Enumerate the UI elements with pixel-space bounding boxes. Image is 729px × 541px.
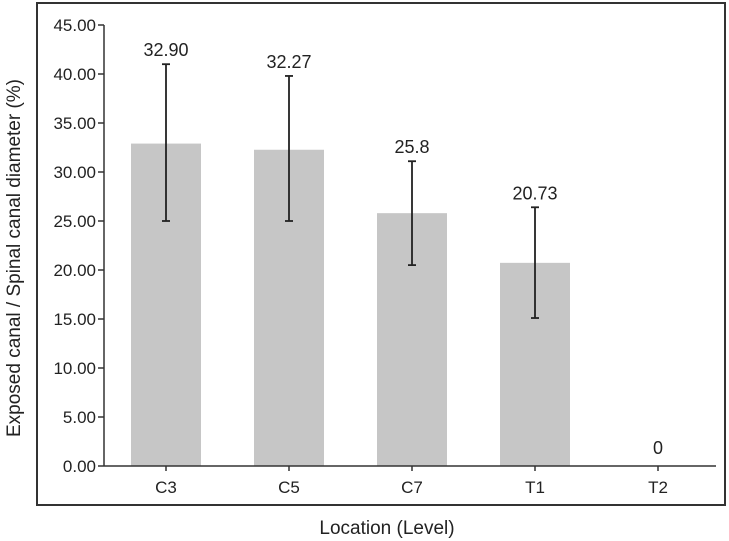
data-label: 20.73 — [512, 183, 557, 203]
y-tick-label: 5.00 — [63, 408, 96, 427]
data-label: 32.27 — [266, 52, 311, 72]
x-tick-label: C5 — [278, 478, 300, 497]
y-tick-label: 10.00 — [53, 359, 96, 378]
x-tick-label: C7 — [401, 478, 423, 497]
x-axis-title: Location (Level) — [319, 518, 454, 539]
y-axis-ticks: 0.00 5.00 10.00 15.00 20.00 25.00 30.00 35.00 40… — [53, 16, 104, 476]
y-tick-label: 30.00 — [53, 163, 96, 182]
y-tick-label: 25.00 — [53, 212, 96, 231]
x-tick-label: T1 — [525, 478, 545, 497]
y-tick-label: 40.00 — [53, 65, 96, 84]
y-tick-label: 15.00 — [53, 310, 96, 329]
y-tick-label: 35.00 — [53, 114, 96, 133]
x-tick-label: T2 — [648, 478, 668, 497]
y-tick-label: 45.00 — [53, 16, 96, 35]
chart-frame — [36, 2, 726, 506]
y-tick-label: 0.00 — [63, 457, 96, 476]
data-label: 0 — [653, 438, 663, 458]
y-tick-label: 20.00 — [53, 261, 96, 280]
data-label: 32.90 — [143, 40, 188, 60]
data-labels: 32.90 32.27 25.8 20.73 0 — [143, 40, 663, 458]
bars — [131, 143, 570, 466]
x-tick-label: C3 — [155, 478, 177, 497]
y-axis-title: Exposed canal / Spinal canal diameter (%… — [4, 79, 25, 437]
data-label: 25.8 — [394, 137, 429, 157]
error-bars — [162, 63, 539, 319]
x-axis-ticks: C3 C5 C7 T1 T2 — [155, 466, 668, 497]
